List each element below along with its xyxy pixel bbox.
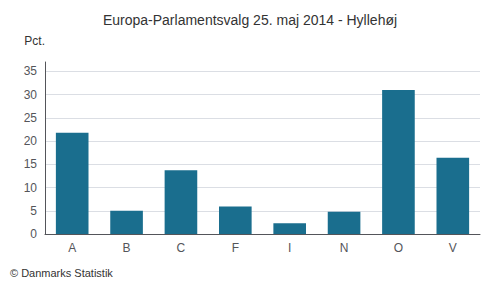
svg-text:20: 20 (24, 134, 38, 148)
svg-text:Pct.: Pct. (24, 34, 45, 48)
svg-text:35: 35 (24, 64, 38, 78)
svg-text:F: F (232, 241, 239, 255)
svg-text:5: 5 (30, 204, 37, 218)
svg-text:A: A (68, 241, 76, 255)
svg-text:25: 25 (24, 111, 38, 125)
svg-text:© Danmarks Statistik: © Danmarks Statistik (10, 267, 113, 279)
svg-text:V: V (449, 241, 457, 255)
svg-text:0: 0 (30, 227, 37, 241)
svg-text:O: O (394, 241, 403, 255)
svg-text:N: N (340, 241, 349, 255)
svg-text:30: 30 (24, 88, 38, 102)
svg-text:10: 10 (24, 181, 38, 195)
svg-text:Europa-Parlamentsvalg 25. maj: Europa-Parlamentsvalg 25. maj 2014 - Hyl… (103, 12, 397, 28)
svg-text:15: 15 (24, 157, 38, 171)
svg-text:B: B (123, 241, 131, 255)
svg-text:C: C (177, 241, 186, 255)
svg-text:I: I (288, 241, 291, 255)
